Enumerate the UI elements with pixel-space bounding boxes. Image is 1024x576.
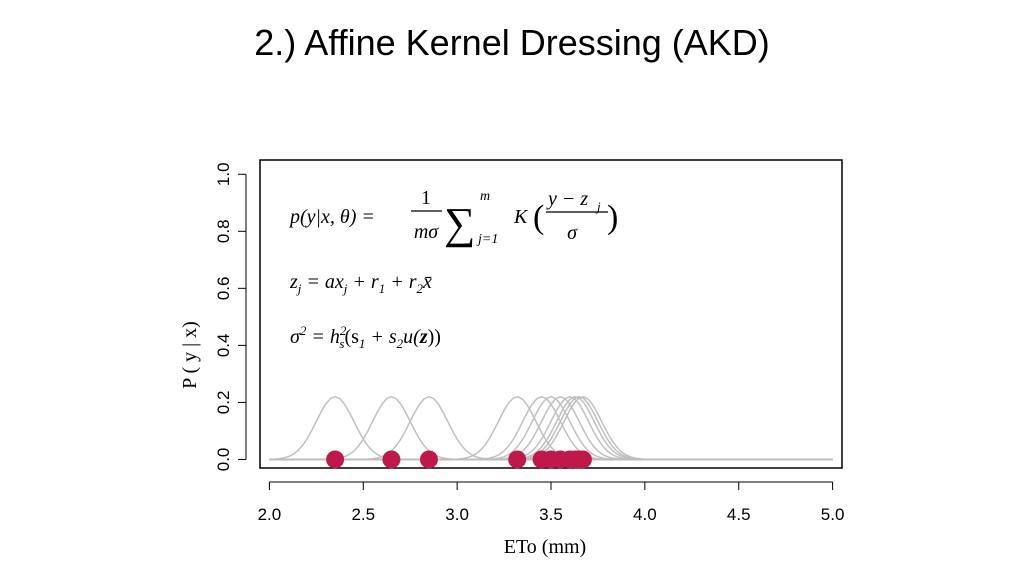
- x-tick-label: 4.5: [727, 505, 751, 524]
- eq1-frac-num: 1: [421, 187, 431, 209]
- eq1-k-den: σ: [567, 222, 578, 244]
- y-tick-label: 0.2: [214, 391, 233, 415]
- svg-text:σ2 = h2s(s1 + s2u(z)): σ2 = h2 s(s1 + s2u(z)): [290, 323, 441, 351]
- x-tick-label: 3.5: [539, 505, 563, 524]
- data-points: [326, 450, 592, 469]
- eq1-k-num: y − z: [546, 188, 588, 210]
- x-axis: 2.0 2.5 3.0 3.5 4.0 4.5 5.0: [258, 481, 845, 524]
- slide-title: 2.) Affine Kernel Dressing (AKD): [254, 22, 770, 63]
- equation-variance: σ2 = h2 s(s1 + s2u(z)): [290, 323, 441, 351]
- eq1-sum-bot: j=1: [476, 232, 498, 247]
- eq1-lhs: p(y|x, θ) =: [288, 206, 375, 228]
- eq2-z: z: [289, 271, 298, 293]
- eq1-k-num-sub: j: [595, 199, 601, 214]
- eq1-kernel: K: [513, 206, 529, 228]
- eq1-sum-top: m: [480, 189, 490, 204]
- data-point: [419, 450, 438, 469]
- y-tick-label: 0.0: [214, 448, 233, 472]
- eq1-frac-den: mσ: [414, 221, 439, 243]
- equation-likelihood: p(y|x, θ) = 1 mσ ∑ m j=1 K ( y − z j σ ): [288, 187, 618, 248]
- data-point: [573, 450, 592, 469]
- y-axis-label: P ( y | x): [179, 321, 201, 389]
- kernel-curve: [269, 395, 833, 461]
- x-axis-label: ETo (mm): [504, 536, 586, 558]
- x-tick-label: 4.0: [633, 505, 657, 524]
- svg-text:(: (: [533, 199, 544, 236]
- eq1-sum: ∑: [444, 199, 475, 248]
- kernel-curves: [269, 395, 833, 461]
- x-tick-label: 2.5: [351, 505, 375, 524]
- data-point: [326, 450, 345, 469]
- y-axis: 0.0 0.2 0.4 0.6 0.8 1.0: [214, 162, 247, 472]
- data-point: [508, 450, 527, 469]
- y-tick-label: 0.6: [214, 277, 233, 301]
- x-tick-label: 3.0: [445, 505, 469, 524]
- data-point: [382, 450, 401, 469]
- y-tick-label: 1.0: [214, 162, 233, 186]
- svg-text:): ): [607, 199, 618, 236]
- x-tick-label: 5.0: [821, 505, 845, 524]
- y-tick-label: 0.4: [214, 334, 233, 358]
- x-tick-label: 2.0: [258, 505, 282, 524]
- svg-text:zj = axj + r1 + r2x̄: zj = axj + r1 + r2x̄: [289, 271, 432, 296]
- equation-affine: zj = axj + r1 + r2x̄: [289, 271, 432, 296]
- y-tick-label: 0.8: [214, 219, 233, 243]
